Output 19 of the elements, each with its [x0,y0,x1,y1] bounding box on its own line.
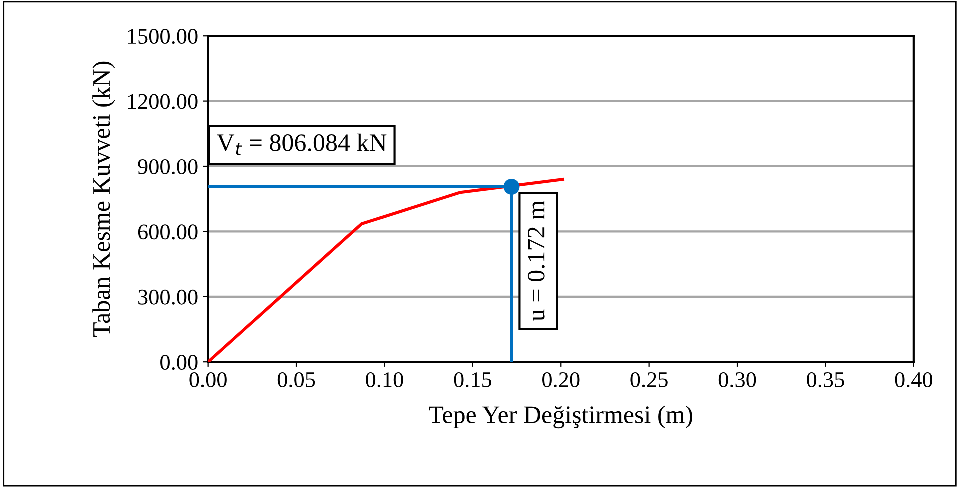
annotation: u = 0.172 m [528,200,545,322]
x-tick-label: 0.25 [630,372,668,388]
x-axis-title: Tepe Yer Değiştirmesi (m) [429,406,692,429]
x-tick-label: 0.10 [366,372,404,388]
y-axis-title: Taban Kesme Kuvveti (kN) [92,62,116,337]
y-tick-label: 300.00 [138,290,198,305]
y-tick-label: 900.00 [138,159,198,175]
y-tick-label: 0.00 [160,355,198,370]
y-tick-label: 1200.00 [128,94,198,110]
x-tick-label: 0.20 [542,372,580,388]
y-tick-label: 1500.00 [128,29,198,44]
x-tick-label: 0.15 [454,372,492,388]
x-tick-label: 0.40 [895,372,933,388]
x-tick-label: 0.00 [190,372,227,388]
x-tick-label: 0.30 [718,372,756,388]
y-tick-label: 600.00 [138,224,198,240]
annotation: V$_{t}$ = 806.084 kN [217,134,387,156]
x-tick-label: 0.35 [807,372,844,388]
x-tick-label: 0.05 [278,372,316,388]
